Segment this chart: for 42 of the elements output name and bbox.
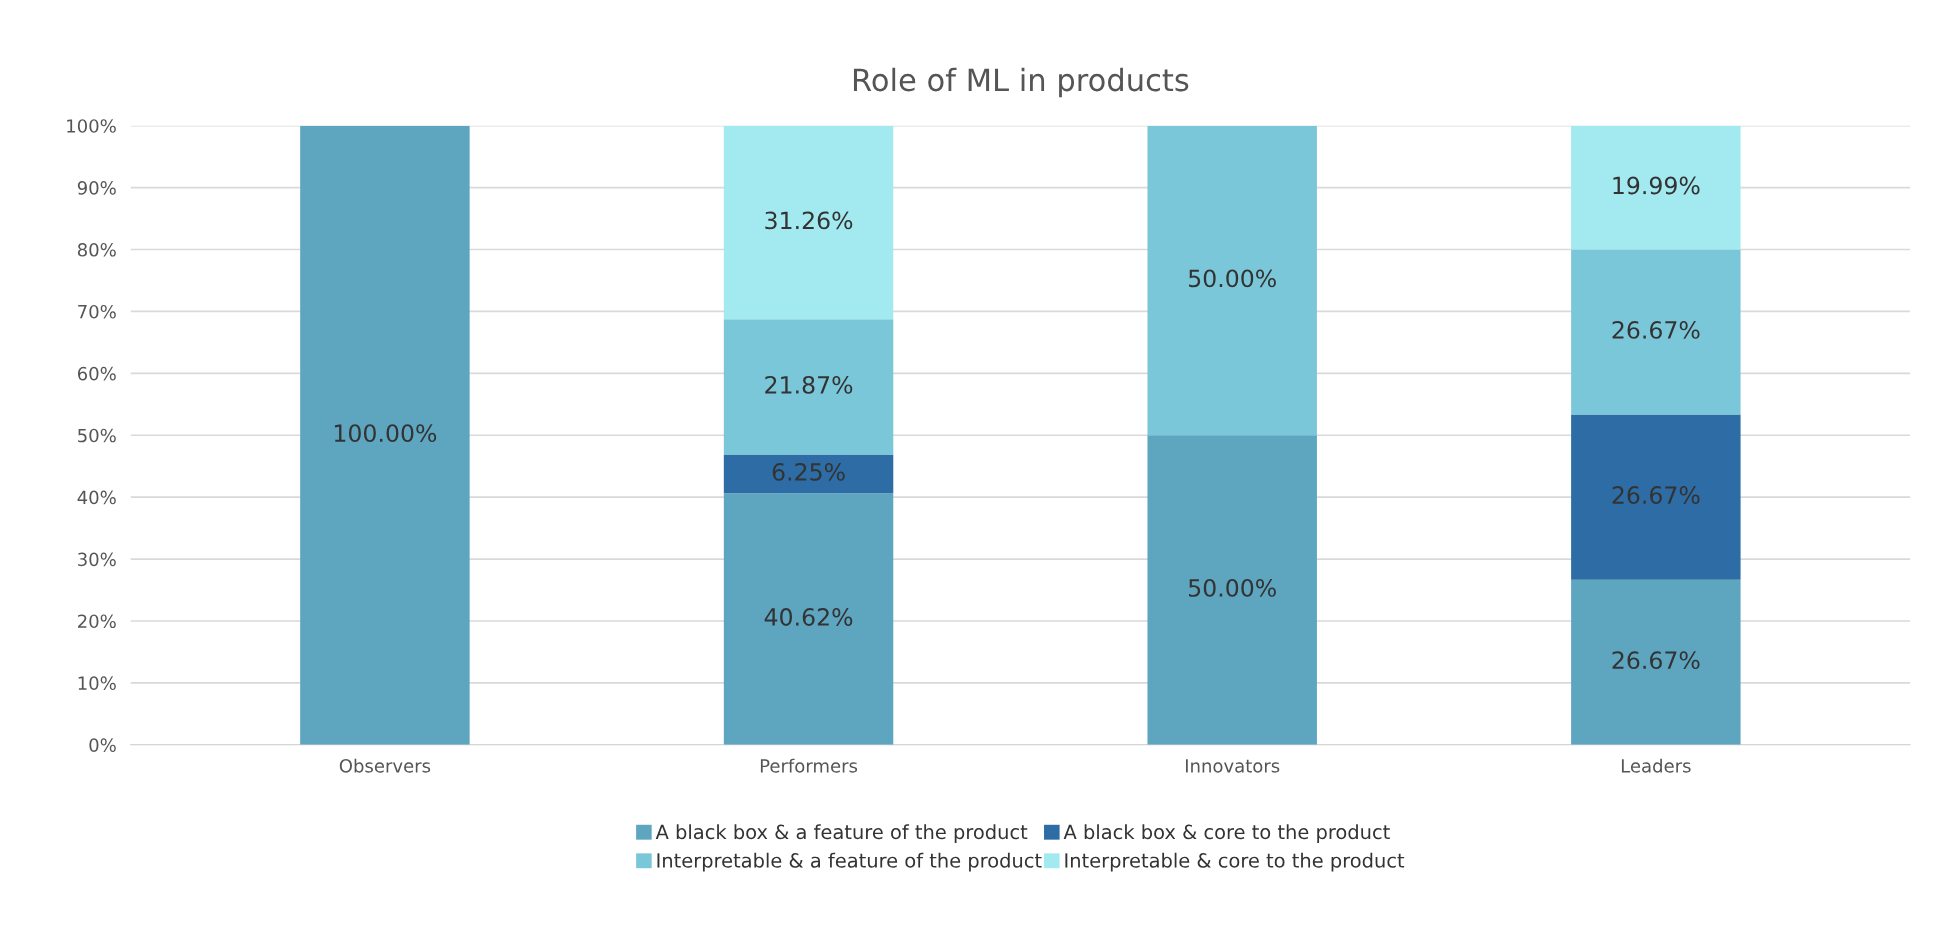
data-label: 21.87% <box>765 375 853 394</box>
legend-label: A black box & core to the product <box>1063 824 1390 844</box>
y-tick-label: 50% <box>78 428 116 443</box>
y-tick-label: 20% <box>78 614 116 629</box>
x-tick-label: Performers <box>760 758 858 773</box>
y-tick-label: 10% <box>78 676 116 690</box>
bar <box>1147 435 1317 745</box>
y-tick-label: 90% <box>77 181 116 195</box>
bar <box>1571 125 1741 250</box>
bar <box>723 125 894 320</box>
chart-title: Role of ML in products <box>853 67 1189 98</box>
data-label: 40.62% <box>764 608 853 626</box>
data-label: 50.00% <box>1189 269 1276 288</box>
bar <box>1571 414 1741 580</box>
bar <box>723 493 894 745</box>
data-label: 26.67% <box>1612 651 1700 670</box>
x-tick-label: Observers <box>339 758 431 773</box>
bar <box>1147 125 1317 436</box>
x-tick-label: Innovators <box>1185 759 1280 773</box>
legend-label: Interpretable & a feature of the product <box>657 852 1042 872</box>
data-label: 26.67% <box>1612 486 1700 504</box>
data-label: 50.00% <box>1189 579 1276 597</box>
y-tick-label: 0% <box>89 738 116 752</box>
data-label: 100.00% <box>334 424 437 443</box>
legend-label: A black box & a feature of the product <box>655 824 1028 844</box>
legend-label: Interpretable & core to the product <box>1065 852 1405 872</box>
y-tick-label: 30% <box>78 552 116 567</box>
y-tick-label: 80% <box>77 242 116 257</box>
y-tick-label: 40% <box>77 490 116 505</box>
y-tick-label: 70% <box>78 304 116 319</box>
data-label: 19.99% <box>1613 176 1700 195</box>
bar <box>723 319 894 455</box>
data-label: 6.25% <box>772 462 845 481</box>
bar <box>723 454 894 494</box>
y-tick-label: 100% <box>67 119 116 133</box>
y-tick-label: 60% <box>77 366 116 381</box>
bar <box>300 125 470 745</box>
x-tick-label: Leaders <box>1621 758 1691 773</box>
bar <box>1571 579 1741 745</box>
bar <box>1571 249 1741 415</box>
data-label: 31.26% <box>765 211 853 230</box>
data-label: 26.67% <box>1612 321 1700 339</box>
